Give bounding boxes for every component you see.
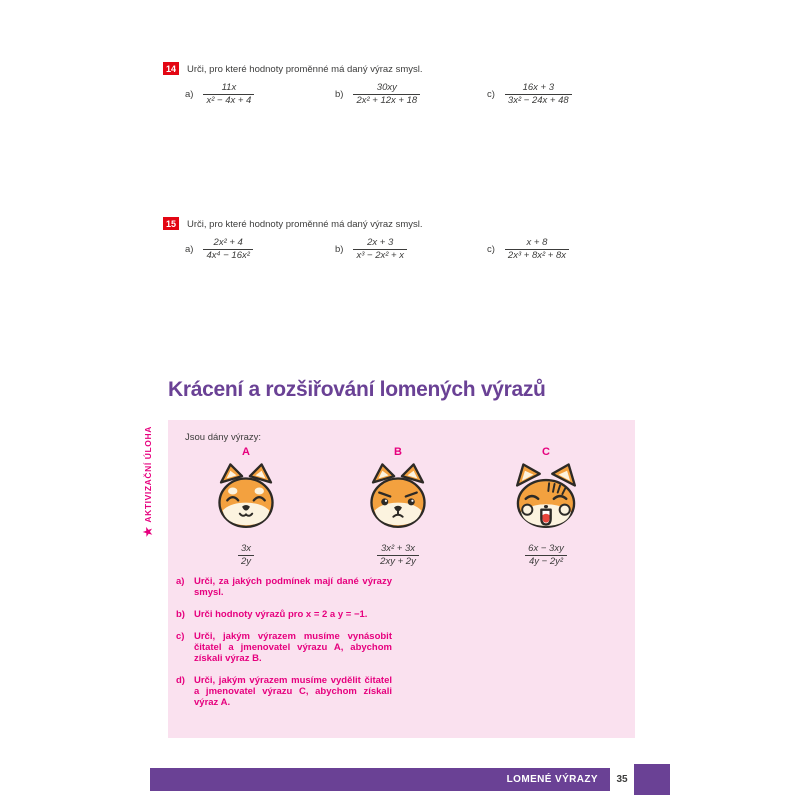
expression-column-b: B [338,446,458,569]
fraction-denominator: 4x⁴ − 16x² [203,249,253,262]
fraction-numerator: 16x + 3 [522,82,554,93]
activity-box: Jsou dány výrazy: A [168,420,635,738]
fraction-numerator: 30xy [376,82,397,93]
fraction-numerator: 2x + 3 [367,237,394,248]
activity-side-label-text: AKTIVIZAČNÍ ÚLOHA [143,426,153,523]
task-item: b) Urči hodnoty výrazů pro x = 2 a y = −… [176,609,392,620]
fraction-denominator: 2xy + 2y [377,555,419,568]
expression-column-a: A 3x 2y [186,446,306,569]
activity-side-label: AKTIVIZAČNÍ ÚLOHA ★ [139,418,157,541]
task-label: b) [176,609,185,621]
fraction-denominator: 2x² + 12x + 18 [353,94,421,107]
fraction-numerator: x + 8 [526,237,548,248]
item-label: b) [335,244,344,256]
expression-fraction: 3x² + 3x 2xy + 2y [377,543,419,569]
exercise-item: c) x + 8 2x³ + 8x² + 8x [487,237,570,263]
fraction-denominator: 2y [237,555,255,568]
exercise-item: b) 2x + 3 x³ − 2x² + x [335,237,407,263]
footer-page-number: 35 [616,774,628,785]
fraction-numerator: 2x² + 4 [213,237,243,248]
expression-label: A [242,446,250,458]
fraction: 30xy 2x² + 12x + 18 [353,82,421,108]
section-heading: Krácení a rozšiřování lomených výrazů [168,378,546,401]
task-label: d) [176,675,185,687]
fraction-numerator: 11x [221,82,237,93]
task-text: Urči hodnoty výrazů pro x = 2 a y = −1. [194,609,368,621]
exercise-number-badge: 15 [163,217,179,230]
task-text: Urči, jakým výrazem musíme vynásobit čit… [194,631,392,665]
task-label: c) [176,631,185,643]
fraction: 11x x² − 4x + 4 [203,82,255,108]
page-corner-tab [634,764,670,795]
item-label: b) [335,89,344,101]
crying-cat-face-icon [507,460,585,543]
task-text: Urči, za jakých podmínek mají dané výraz… [194,576,392,599]
fraction: 16x + 3 3x² − 24x + 48 [504,82,572,108]
fraction-denominator: x² − 4x + 4 [203,94,255,107]
activity-tasks: a) Urči, za jakých podmínek mají dané vý… [176,576,392,719]
expression-label: C [542,446,550,458]
fraction-denominator: 3x² − 24x + 48 [504,94,572,107]
item-label: a) [185,244,194,256]
task-label: a) [176,576,185,587]
exercise-15: 15 Urči, pro které hodnoty proměnné má d… [163,217,643,269]
fraction: 2x² + 4 4x⁴ − 16x² [203,237,253,263]
star-icon: ★ [139,522,157,541]
fraction-numerator: 6x − 3xy [528,543,564,554]
expression-label: B [394,446,402,458]
exercise-prompt: Urči, pro které hodnoty proměnné má daný… [187,218,423,230]
expression-column-c: C [486,446,606,569]
exercise-item: a) 2x² + 4 4x⁴ − 16x² [185,237,253,263]
angry-shiba-face-icon [359,460,437,543]
exercise-14: 14 Urči, pro které hodnoty proměnné má d… [163,62,643,114]
fraction-numerator: 3x² + 3x [380,543,416,554]
activity-intro: Jsou dány výrazy: [185,432,262,443]
exercise-14-items: a) 11x x² − 4x + 4 b) 30xy 2x² + 12x + 1… [163,80,643,114]
expression-fraction: 6x − 3xy 4y − 2y² [525,543,567,569]
exercise-item: a) 11x x² − 4x + 4 [185,82,255,108]
exercise-15-items: a) 2x² + 4 4x⁴ − 16x² b) 2x + 3 x³ − 2x²… [163,235,643,269]
fraction-numerator: 3x [240,543,252,554]
expression-fraction: 3x 2y [237,543,255,569]
fraction: x + 8 2x³ + 8x² + 8x [504,237,570,263]
exercise-item: b) 30xy 2x² + 12x + 18 [335,82,421,108]
item-label: c) [487,244,495,256]
happy-shiba-face-icon [207,460,285,543]
item-label: c) [487,89,495,101]
task-item: c) Urči, jakým výrazem musíme vynásobit … [176,631,392,664]
fraction-denominator: 2x³ + 8x² + 8x [504,249,570,262]
task-item: d) Urči, jakým výrazem musíme vydělit či… [176,675,392,708]
exercise-item: c) 16x + 3 3x² − 24x + 48 [487,82,572,108]
exercise-prompt: Urči, pro které hodnoty proměnné má daný… [187,63,423,75]
fraction-denominator: 4y − 2y² [525,555,567,568]
fraction: 2x + 3 x³ − 2x² + x [353,237,407,263]
task-text: Urči, jakým výrazem musíme vydělit čitat… [194,675,392,709]
exercise-14-header: 14 Urči, pro které hodnoty proměnné má d… [163,62,643,75]
task-item: a) Urči, za jakých podmínek mají dané vý… [176,576,392,598]
fraction-denominator: x³ − 2x² + x [353,249,407,262]
footer-section-label: LOMENÉ VÝRAZY [506,774,598,785]
exercise-15-header: 15 Urči, pro které hodnoty proměnné má d… [163,217,643,230]
exercise-number-badge: 14 [163,62,179,75]
item-label: a) [185,89,194,101]
footer-section-bar: LOMENÉ VÝRAZY [150,768,610,791]
